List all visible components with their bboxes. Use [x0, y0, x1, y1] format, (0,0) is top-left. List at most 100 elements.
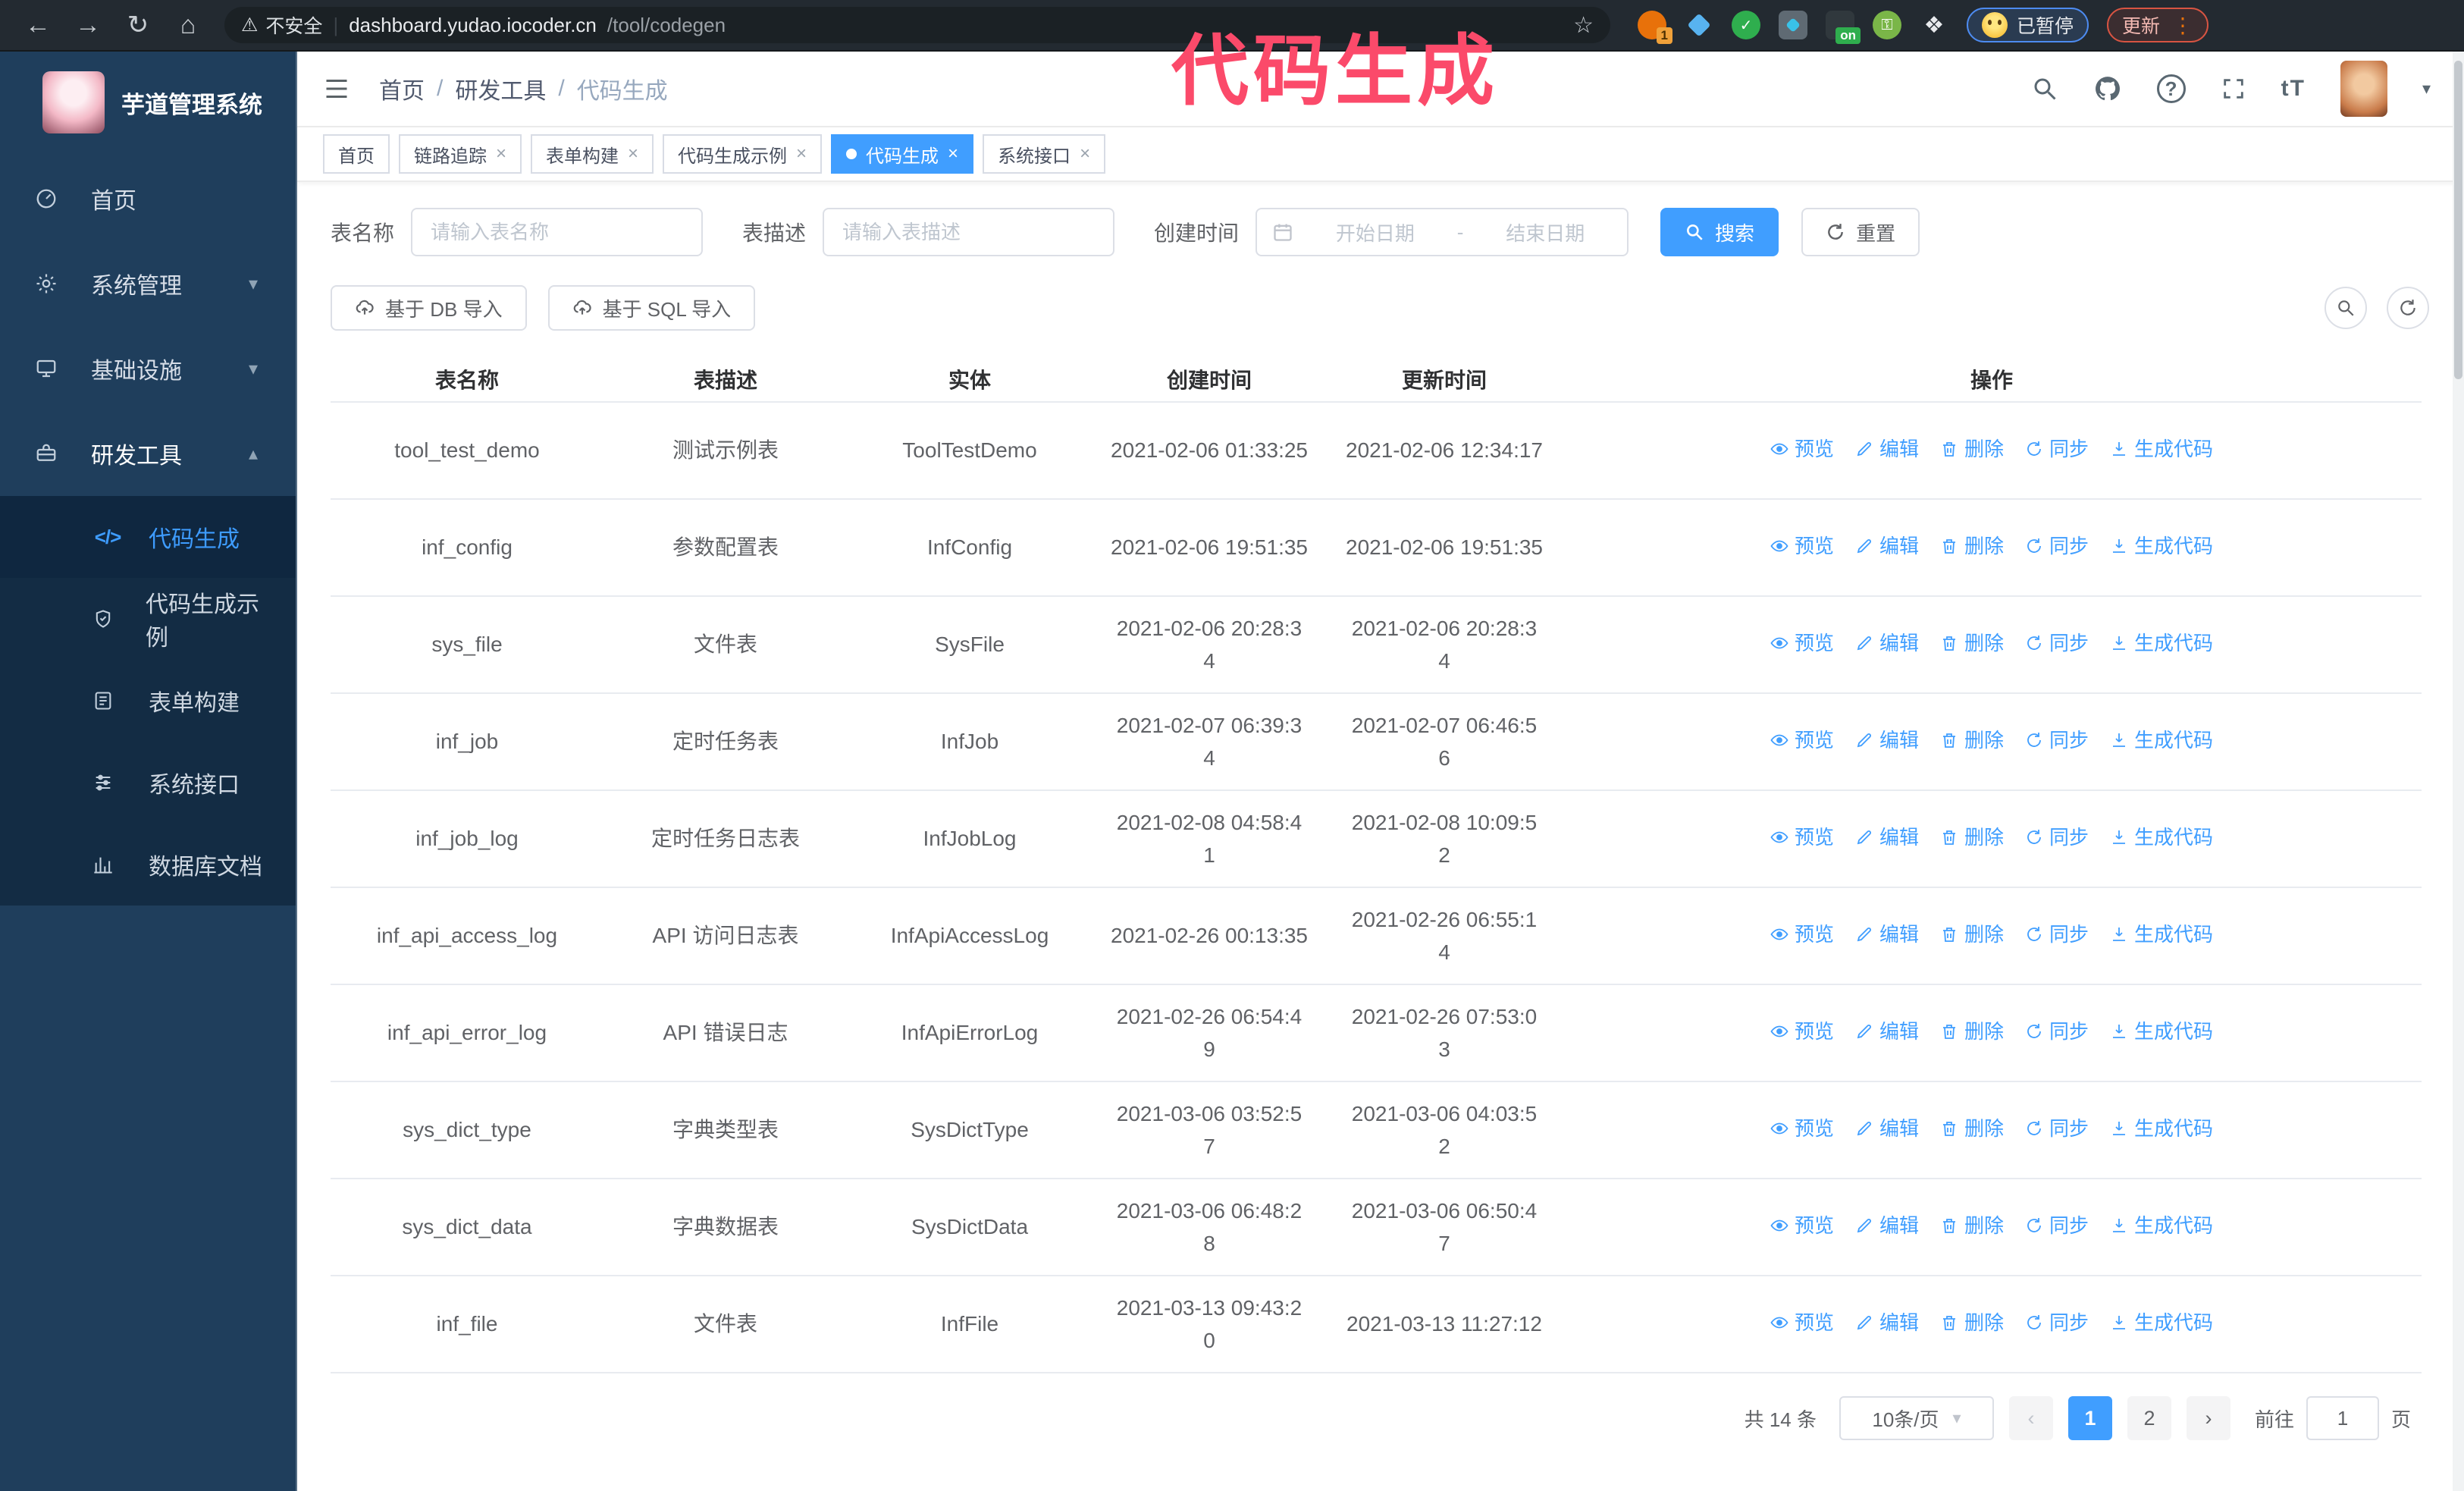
- extension-icon-green-check[interactable]: ✓: [1732, 11, 1760, 39]
- sidebar-subitem-4[interactable]: 数据库文档: [0, 824, 296, 906]
- scrollbar-thumb[interactable]: [2454, 61, 2462, 379]
- tab-0[interactable]: 首页: [323, 134, 390, 174]
- extension-icon-gem[interactable]: [1685, 11, 1713, 39]
- action-trash-link[interactable]: 删除: [1940, 434, 2004, 464]
- action-sync-link[interactable]: 同步: [2025, 919, 2089, 950]
- update-chip[interactable]: 更新 ⋮: [2107, 8, 2209, 42]
- action-download-link[interactable]: 生成代码: [2110, 1016, 2213, 1047]
- search-button[interactable]: 搜索: [1660, 208, 1779, 256]
- action-eye-link[interactable]: 预览: [1770, 725, 1834, 755]
- chevron-down-icon[interactable]: ▾: [2422, 79, 2431, 98]
- security-warning[interactable]: ⚠ 不安全: [241, 11, 322, 39]
- action-sync-link[interactable]: 同步: [2025, 725, 2089, 755]
- sidebar-subitem-0[interactable]: </> 代码生成: [0, 496, 296, 578]
- page-button-2[interactable]: 2: [2127, 1396, 2171, 1440]
- goto-page-input[interactable]: [2306, 1396, 2379, 1440]
- breadcrumb-home[interactable]: 首页: [379, 79, 425, 104]
- github-icon[interactable]: [2093, 74, 2122, 103]
- page-scrollbar[interactable]: [2453, 52, 2464, 1491]
- import-sql-button[interactable]: 基于 SQL 导入: [547, 285, 756, 331]
- next-page-button[interactable]: ›: [2186, 1396, 2230, 1440]
- help-icon[interactable]: ?: [2156, 74, 2186, 103]
- sidebar-item-1[interactable]: 系统管理 ▾: [0, 241, 296, 326]
- extension-icon-toggles[interactable]: [1779, 11, 1807, 39]
- sidebar-subitem-2[interactable]: 表单构建: [0, 660, 296, 742]
- action-edit-link[interactable]: 编辑: [1855, 1113, 1919, 1144]
- action-edit-link[interactable]: 编辑: [1855, 1307, 1919, 1338]
- sidebar-item-3[interactable]: 研发工具 ▴: [0, 411, 296, 496]
- action-trash-link[interactable]: 删除: [1940, 628, 2004, 658]
- search-icon[interactable]: [2031, 75, 2058, 102]
- page-size-select[interactable]: 10条/页 ▾: [1839, 1396, 1994, 1440]
- action-download-link[interactable]: 生成代码: [2110, 628, 2213, 658]
- action-sync-link[interactable]: 同步: [2025, 1113, 2089, 1144]
- action-eye-link[interactable]: 预览: [1770, 1113, 1834, 1144]
- action-download-link[interactable]: 生成代码: [2110, 531, 2213, 561]
- action-edit-link[interactable]: 编辑: [1855, 1016, 1919, 1047]
- reset-button[interactable]: 重置: [1801, 208, 1920, 256]
- action-edit-link[interactable]: 编辑: [1855, 725, 1919, 755]
- close-icon[interactable]: ×: [496, 143, 507, 164]
- extension-icon-orange[interactable]: 1: [1638, 11, 1672, 44]
- action-eye-link[interactable]: 预览: [1770, 434, 1834, 464]
- prev-page-button[interactable]: ‹: [2008, 1396, 2053, 1440]
- avatar[interactable]: [2340, 61, 2387, 117]
- action-edit-link[interactable]: 编辑: [1855, 919, 1919, 950]
- action-eye-link[interactable]: 预览: [1770, 628, 1834, 658]
- action-download-link[interactable]: 生成代码: [2110, 822, 2213, 852]
- action-edit-link[interactable]: 编辑: [1855, 628, 1919, 658]
- action-trash-link[interactable]: 删除: [1940, 531, 2004, 561]
- paused-chip[interactable]: 已暂停: [1967, 8, 2089, 42]
- action-sync-link[interactable]: 同步: [2025, 628, 2089, 658]
- action-download-link[interactable]: 生成代码: [2110, 434, 2213, 464]
- sidebar-item-2[interactable]: 基础设施 ▾: [0, 326, 296, 411]
- import-db-button[interactable]: 基于 DB 导入: [331, 285, 527, 331]
- action-eye-link[interactable]: 预览: [1770, 1307, 1834, 1338]
- action-edit-link[interactable]: 编辑: [1855, 531, 1919, 561]
- action-download-link[interactable]: 生成代码: [2110, 919, 2213, 950]
- close-icon[interactable]: ×: [796, 143, 807, 164]
- extension-icon-dark[interactable]: on: [1826, 11, 1861, 44]
- toggle-search-button[interactable]: [2324, 287, 2367, 329]
- close-icon[interactable]: ×: [628, 143, 639, 164]
- date-range-picker[interactable]: 开始日期 - 结束日期: [1256, 208, 1629, 256]
- action-sync-link[interactable]: 同步: [2025, 531, 2089, 561]
- tab-2[interactable]: 表单构建 ×: [531, 134, 654, 174]
- table-desc-input[interactable]: [823, 208, 1115, 256]
- hamburger-icon[interactable]: [323, 75, 350, 102]
- puzzle-extensions-icon[interactable]: ❖: [1923, 12, 1945, 38]
- sidebar-item-0[interactable]: 首页: [0, 156, 296, 241]
- reload-icon[interactable]: ↻: [127, 11, 149, 39]
- action-sync-link[interactable]: 同步: [2025, 1016, 2089, 1047]
- home-icon[interactable]: ⌂: [180, 10, 196, 39]
- tab-4[interactable]: 代码生成 ×: [831, 134, 974, 174]
- action-trash-link[interactable]: 删除: [1940, 1016, 2004, 1047]
- sidebar-subitem-3[interactable]: 系统接口: [0, 742, 296, 824]
- sidebar-subitem-1[interactable]: 代码生成示例: [0, 578, 296, 660]
- action-trash-link[interactable]: 删除: [1940, 822, 2004, 852]
- action-edit-link[interactable]: 编辑: [1855, 434, 1919, 464]
- action-eye-link[interactable]: 预览: [1770, 1210, 1834, 1241]
- page-button-1[interactable]: 1: [2067, 1396, 2112, 1440]
- address-bar[interactable]: ⚠ 不安全 | dashboard.yudao.iocoder.cn /tool…: [224, 7, 1610, 43]
- close-icon[interactable]: ×: [1080, 143, 1091, 164]
- tab-3[interactable]: 代码生成示例 ×: [663, 134, 823, 174]
- action-sync-link[interactable]: 同步: [2025, 1210, 2089, 1241]
- tab-5[interactable]: 系统接口 ×: [983, 134, 1106, 174]
- action-download-link[interactable]: 生成代码: [2110, 1113, 2213, 1144]
- action-trash-link[interactable]: 删除: [1940, 725, 2004, 755]
- action-sync-link[interactable]: 同步: [2025, 822, 2089, 852]
- action-trash-link[interactable]: 删除: [1940, 1210, 2004, 1241]
- action-download-link[interactable]: 生成代码: [2110, 1307, 2213, 1338]
- action-edit-link[interactable]: 编辑: [1855, 822, 1919, 852]
- action-eye-link[interactable]: 预览: [1770, 919, 1834, 950]
- close-icon[interactable]: ×: [948, 143, 959, 164]
- breadcrumb-tools[interactable]: 研发工具: [455, 79, 547, 104]
- tab-1[interactable]: 链路追踪 ×: [399, 134, 522, 174]
- action-eye-link[interactable]: 预览: [1770, 1016, 1834, 1047]
- kebab-menu-icon[interactable]: ⋮: [2172, 13, 2194, 37]
- action-trash-link[interactable]: 删除: [1940, 1307, 2004, 1338]
- font-size-icon[interactable]: tT: [2281, 76, 2306, 101]
- action-edit-link[interactable]: 编辑: [1855, 1210, 1919, 1241]
- extension-icon-key[interactable]: ⚿: [1873, 11, 1901, 39]
